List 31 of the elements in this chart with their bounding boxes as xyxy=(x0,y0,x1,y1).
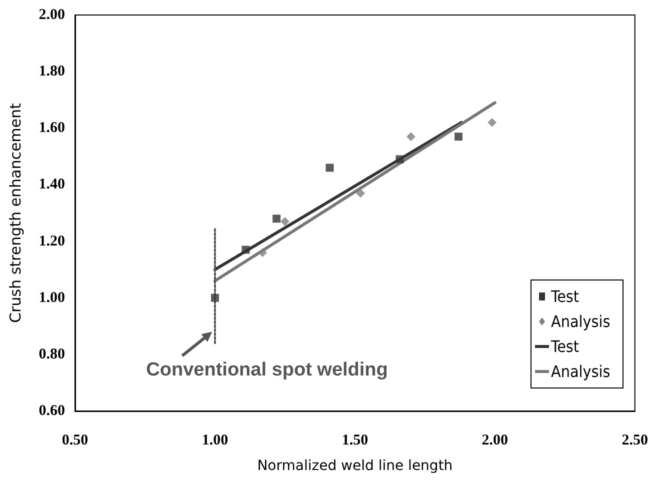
point xyxy=(280,216,290,226)
y-tick-label: 0.80 xyxy=(38,346,65,362)
y-tick-label: 2.00 xyxy=(38,7,65,23)
y-tick-label: 1.20 xyxy=(38,233,65,250)
y-tick-label: 1.60 xyxy=(38,120,65,136)
legend-label: Analysis xyxy=(551,362,610,381)
point xyxy=(356,188,366,198)
x-axis-title: Normalized weld line length xyxy=(257,458,453,474)
point xyxy=(406,132,416,142)
point xyxy=(272,214,281,223)
point xyxy=(396,155,404,164)
point xyxy=(454,132,463,141)
legend-label: Analysis xyxy=(551,312,610,331)
x-tick-label: 1.00 xyxy=(202,432,228,448)
point xyxy=(242,246,250,254)
x-tick-label: 0.50 xyxy=(62,432,88,448)
y-tick-label: 1.80 xyxy=(38,64,65,80)
point xyxy=(210,294,219,302)
legend-label: Test xyxy=(550,287,580,306)
annotation: Conventional spot welding xyxy=(146,359,388,380)
y-axis-title: Crush strength enhancement xyxy=(6,102,24,323)
x-tick-label: 2.50 xyxy=(622,432,648,448)
y-tick-label: 1.00 xyxy=(38,290,65,306)
point xyxy=(258,248,268,258)
point xyxy=(488,118,497,127)
x-tick-label: 2.00 xyxy=(482,432,508,448)
point xyxy=(326,164,334,172)
y-tick-label: 0.60 xyxy=(38,403,65,419)
x-tick-label: 1.50 xyxy=(342,432,368,448)
y-tick-label: 1.40 xyxy=(38,176,65,193)
legend-label: Test xyxy=(550,337,580,356)
